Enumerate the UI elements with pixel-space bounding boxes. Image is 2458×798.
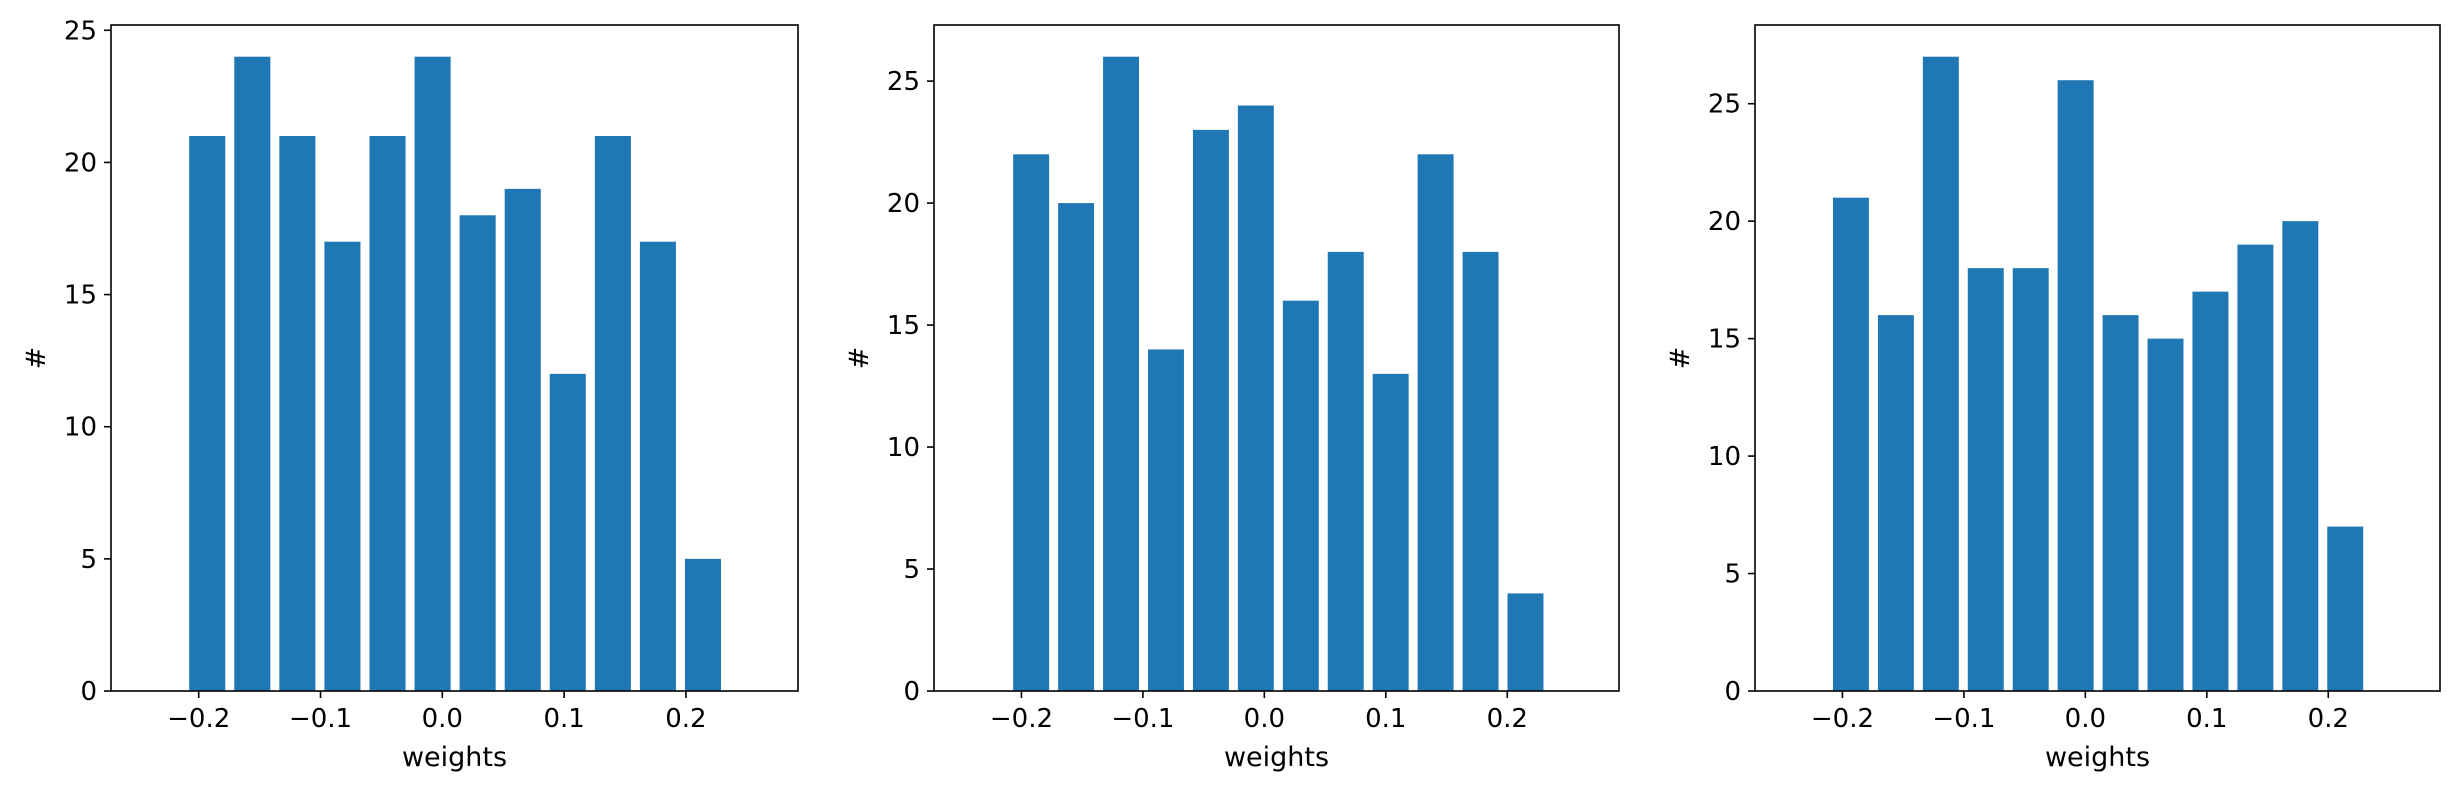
- y-tick-label: 15: [1708, 325, 1741, 355]
- bar: [2327, 526, 2364, 691]
- y-tick-label: 5: [80, 545, 97, 575]
- bar: [1103, 56, 1140, 691]
- bar: [1237, 105, 1274, 691]
- x-tick-label: −0.1: [289, 704, 352, 734]
- x-tick-label: 0.0: [1244, 704, 1285, 734]
- x-axis-label: weights: [402, 742, 507, 773]
- bar: [1967, 268, 2004, 691]
- bar: [639, 241, 676, 691]
- bar: [684, 558, 722, 691]
- y-tick-label: 0: [80, 677, 97, 707]
- y-tick-label: 20: [887, 189, 920, 219]
- y-tick-label: 0: [1724, 677, 1741, 707]
- bar: [594, 136, 631, 691]
- bar: [1058, 203, 1095, 691]
- bar: [1013, 154, 1050, 692]
- bar: [2192, 291, 2229, 691]
- chart-panel-1: −0.2 −0.1 0.0 0.1 0.2 0 5 10 15 20 25 weights #: [21, 16, 799, 773]
- x-tick-label: 0.0: [2065, 704, 2106, 734]
- bar: [2237, 244, 2274, 691]
- y-axis-label: #: [1665, 347, 1696, 370]
- bar: [1832, 197, 1869, 692]
- x-tick-label: 0.1: [1365, 704, 1406, 734]
- x-tick-label: −0.1: [1111, 704, 1174, 734]
- y-tick-label: 10: [1708, 442, 1741, 472]
- x-axis-label: weights: [2045, 742, 2150, 773]
- x-tick-label: −0.2: [1811, 704, 1874, 734]
- bar: [1148, 349, 1184, 691]
- y-tick-label: 10: [64, 413, 97, 443]
- x-tick-label: 0.1: [543, 704, 584, 734]
- y-tick-label: 25: [64, 16, 97, 46]
- y-tick-label: 10: [887, 433, 920, 463]
- y-axis-label: #: [844, 347, 875, 370]
- y-tick-label: 20: [64, 148, 97, 178]
- bar: [189, 136, 226, 691]
- bar: [2102, 315, 2139, 691]
- y-tick-label: 15: [64, 281, 97, 311]
- bar: [459, 215, 496, 692]
- bar: [1327, 251, 1364, 691]
- y-tick-label: 5: [1724, 560, 1741, 590]
- x-tick-label: −0.2: [990, 704, 1053, 734]
- bar: [2012, 268, 2049, 691]
- bar: [1877, 315, 1914, 691]
- bar: [504, 188, 541, 692]
- bar: [1462, 251, 1499, 691]
- x-tick-label: 0.2: [665, 704, 706, 734]
- y-tick-label: 20: [1708, 207, 1741, 237]
- x-tick-label: −0.2: [167, 704, 230, 734]
- bar: [1922, 56, 1959, 691]
- bar: [1417, 154, 1454, 692]
- bar: [279, 136, 316, 691]
- x-tick-label: 0.2: [1487, 704, 1528, 734]
- bar: [414, 56, 451, 691]
- x-axis-label: weights: [1224, 742, 1329, 773]
- x-tick-label: 0.1: [2186, 704, 2227, 734]
- bar: [234, 56, 271, 691]
- bar: [369, 136, 406, 691]
- y-tick-label: 25: [887, 67, 920, 97]
- axes-frame: [933, 24, 1620, 692]
- bar: [2057, 80, 2094, 691]
- y-axis-label: #: [21, 347, 52, 370]
- y-tick-label: 0: [903, 677, 920, 707]
- x-tick-label: 0.2: [2308, 704, 2349, 734]
- bar: [2282, 221, 2319, 691]
- y-tick-label: 15: [887, 311, 920, 341]
- chart-panel-3: −0.2 −0.1 0.0 0.1 0.2 0 5 10 15 20 25 weights #: [1665, 24, 2441, 773]
- bar: [1192, 129, 1229, 691]
- bar: [324, 241, 361, 691]
- bar: [1282, 300, 1319, 691]
- chart-panel-2: −0.2 −0.1 0.0 0.1 0.2 0 5 10 15 20 25 weights #: [844, 24, 1620, 773]
- bar: [2147, 338, 2184, 691]
- bar: [549, 373, 586, 691]
- bar: [1507, 593, 1544, 691]
- bar: [1372, 373, 1409, 691]
- axes-frame: [110, 24, 799, 692]
- x-tick-label: −0.1: [1932, 704, 1995, 734]
- panels: −0.2 −0.1 0.0 0.1 0.20510152025weights#−0.2−…: [21, 16, 2441, 773]
- axes-frame: [1754, 24, 2441, 692]
- x-tick-label: 0.0: [422, 704, 463, 734]
- y-tick-label: 5: [903, 555, 920, 585]
- y-tick-label: 25: [1708, 90, 1741, 120]
